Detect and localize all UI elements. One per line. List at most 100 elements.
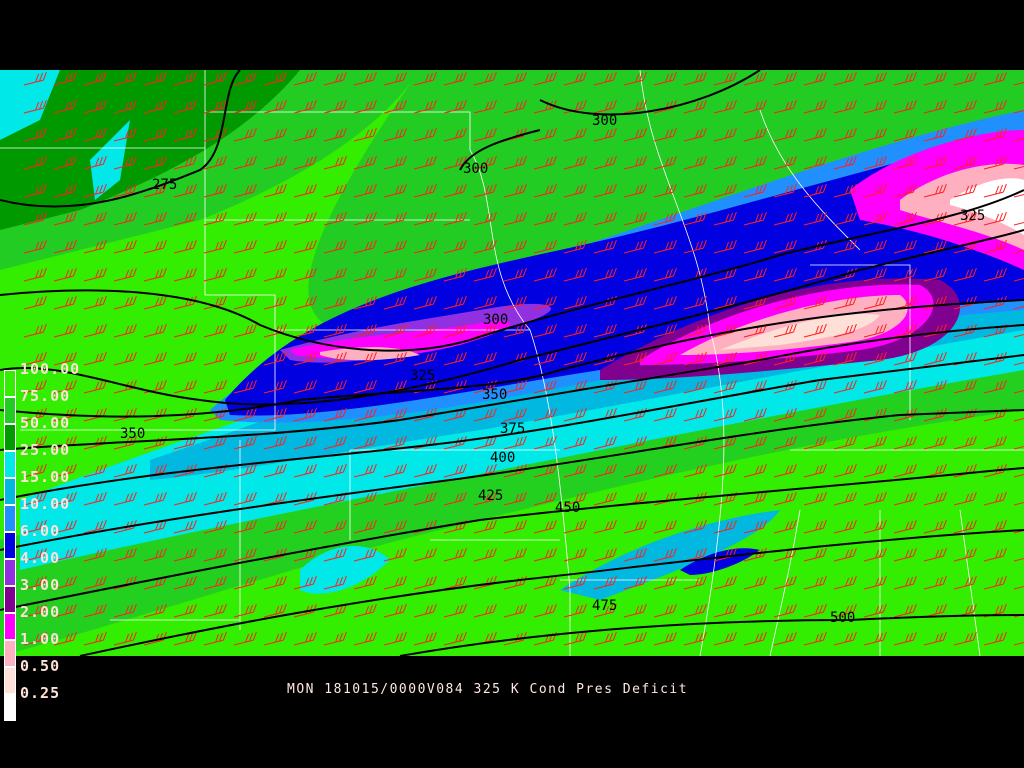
- wind-barb: [203, 491, 227, 506]
- wind-barb: [383, 603, 407, 618]
- wind-barb: [383, 295, 407, 310]
- wind-barb: [113, 491, 137, 506]
- legend-swatch: [4, 667, 16, 694]
- wind-barb: [473, 491, 497, 506]
- wind-barb: [293, 519, 317, 534]
- wind-barb: [563, 463, 587, 478]
- wind-barb: [623, 603, 647, 618]
- wind-barb: [383, 239, 407, 254]
- wind-barb: [833, 603, 857, 618]
- contour-lines: [0, 70, 1024, 656]
- wind-barb: [83, 295, 107, 310]
- wind-barb: [863, 127, 887, 142]
- wind-barb: [623, 519, 647, 534]
- wind-barb: [563, 491, 587, 506]
- wind-barb: [263, 547, 287, 562]
- wind-barb: [833, 295, 857, 310]
- wind-barb: [893, 211, 917, 226]
- contour-label: 350: [482, 387, 507, 403]
- wind-barb: [53, 323, 77, 338]
- wind-barb: [473, 239, 497, 254]
- wind-barb: [203, 211, 227, 226]
- wind-barb: [593, 547, 617, 562]
- wind-barb: [713, 183, 737, 198]
- wind-barb: [563, 239, 587, 254]
- wind-barb: [233, 463, 257, 478]
- wind-barb: [803, 491, 827, 506]
- wind-barb: [863, 435, 887, 450]
- wind-barb: [263, 295, 287, 310]
- wind-barb: [53, 239, 77, 254]
- wind-barb: [353, 323, 377, 338]
- wind-barb: [23, 575, 47, 590]
- wind-barb: [953, 239, 977, 254]
- wind-barb: [563, 71, 587, 86]
- wind-barb: [743, 127, 767, 142]
- wind-barb: [353, 211, 377, 226]
- legend-label: 15.00: [20, 468, 71, 486]
- wind-barb: [743, 379, 767, 394]
- wind-barb: [233, 183, 257, 198]
- wind-barb: [953, 547, 977, 562]
- legend-label: 75.00: [20, 387, 71, 405]
- wind-barb: [623, 183, 647, 198]
- wind-barb: [323, 463, 347, 478]
- wind-barb: [293, 575, 317, 590]
- legend-label: 0.25: [20, 684, 61, 702]
- wind-barb: [203, 463, 227, 478]
- wind-barb: [683, 379, 707, 394]
- wind-barb: [323, 239, 347, 254]
- wind-barb: [653, 211, 677, 226]
- wind-barb: [263, 435, 287, 450]
- wind-barb: [83, 183, 107, 198]
- wind-barb: [863, 183, 887, 198]
- wind-barb: [413, 603, 437, 618]
- wind-barb: [833, 547, 857, 562]
- wind-barb: [263, 379, 287, 394]
- wind-barb: [743, 407, 767, 422]
- wind-barb: [863, 323, 887, 338]
- wind-barb: [53, 519, 77, 534]
- wind-barb: [473, 99, 497, 114]
- wind-barb: [503, 463, 527, 478]
- wind-barb: [233, 99, 257, 114]
- wind-barb: [593, 71, 617, 86]
- wind-barb: [83, 491, 107, 506]
- legend-label: 50.00: [20, 414, 71, 432]
- wind-barb: [503, 323, 527, 338]
- wind-barb: [353, 519, 377, 534]
- wind-barb: [83, 603, 107, 618]
- wind-barb: [263, 239, 287, 254]
- wind-barb: [713, 99, 737, 114]
- wind-barb: [773, 547, 797, 562]
- wind-barb: [713, 575, 737, 590]
- wind-barb: [53, 463, 77, 478]
- wind-barb: [23, 547, 47, 562]
- wind-barb: [803, 267, 827, 282]
- wind-barb: [293, 631, 317, 646]
- wind-barb: [893, 631, 917, 646]
- wind-barb: [143, 519, 167, 534]
- wind-barb: [23, 603, 47, 618]
- wind-barb: [173, 99, 197, 114]
- wind-barb: [473, 71, 497, 86]
- wind-barb: [833, 99, 857, 114]
- wind-barb: [653, 631, 677, 646]
- wind-barb: [593, 631, 617, 646]
- wind-barb: [443, 351, 467, 366]
- wind-barb: [593, 267, 617, 282]
- wind-barb: [323, 631, 347, 646]
- wind-barb: [353, 575, 377, 590]
- wind-barb: [23, 239, 47, 254]
- wind-barb: [833, 575, 857, 590]
- wind-barb: [503, 379, 527, 394]
- wind-barb: [623, 351, 647, 366]
- wind-barb: [653, 99, 677, 114]
- wind-barb: [923, 351, 947, 366]
- wind-barb: [923, 267, 947, 282]
- wind-barb: [563, 127, 587, 142]
- wind-barb: [83, 155, 107, 170]
- legend-swatch: [4, 613, 16, 640]
- wind-barb: [233, 379, 257, 394]
- wind-barb: [263, 127, 287, 142]
